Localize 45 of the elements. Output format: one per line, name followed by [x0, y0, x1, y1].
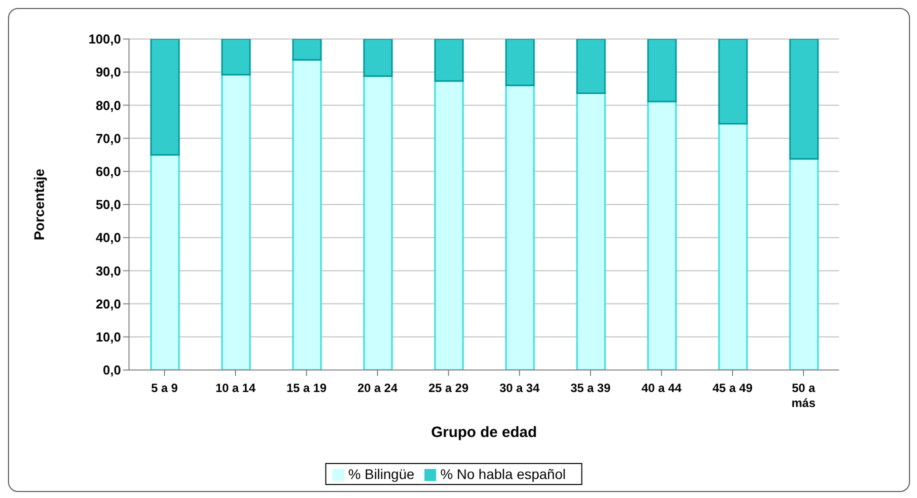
bar [718, 39, 748, 124]
y-tick-label: 30,0 [96, 263, 121, 278]
x-tick-label: 40 a 44 [641, 381, 682, 395]
y-tick-label: 20,0 [96, 296, 121, 312]
bar [292, 59, 322, 370]
bar [363, 75, 393, 370]
bar [576, 39, 606, 94]
bar [647, 39, 677, 102]
legend-label: % Bilingüe [348, 466, 414, 482]
y-tick-label: 70,0 [96, 130, 121, 146]
x-tick-label: 25 a 29 [428, 381, 469, 395]
y-tick-label: 60,0 [96, 164, 121, 180]
y-tick-label: 50,0 [96, 197, 121, 212]
x-tick-label: 20 a 24 [357, 381, 398, 395]
bar [221, 74, 251, 370]
legend-label: % No habla español [440, 466, 566, 482]
bar [434, 80, 464, 370]
x-tick-label: 5 a 9 [151, 381, 178, 395]
bar [576, 92, 606, 370]
bar [789, 39, 819, 160]
x-axis-title: Grupo de edad [431, 424, 537, 441]
bar [150, 154, 180, 370]
bar [505, 39, 535, 86]
bar [150, 39, 180, 156]
y-tick-label: 90,0 [96, 64, 121, 80]
y-tick-label: 40,0 [96, 230, 121, 246]
y-tick-label: 80,0 [96, 98, 121, 113]
x-tick-label: 15 a 19 [286, 381, 327, 395]
x-tick-label: 45 a 49 [712, 381, 753, 395]
y-axis-title: Porcentaje [30, 168, 47, 240]
bar [434, 39, 464, 82]
bar [789, 158, 819, 370]
x-tick-label: 50 a más [791, 381, 816, 410]
bar [292, 39, 322, 61]
x-tick-label: 35 a 39 [570, 381, 611, 395]
y-tick-label: 10,0 [96, 330, 121, 345]
x-tick-label: 10 a 14 [215, 381, 256, 395]
y-tick-label: 0,0 [102, 362, 121, 378]
bar [221, 39, 251, 76]
bar [363, 39, 393, 77]
bar [647, 100, 677, 370]
y-tick-label: 100,0 [88, 32, 121, 47]
bar [505, 84, 535, 370]
x-tick-label: 30 a 34 [499, 381, 540, 395]
bar [718, 122, 748, 370]
